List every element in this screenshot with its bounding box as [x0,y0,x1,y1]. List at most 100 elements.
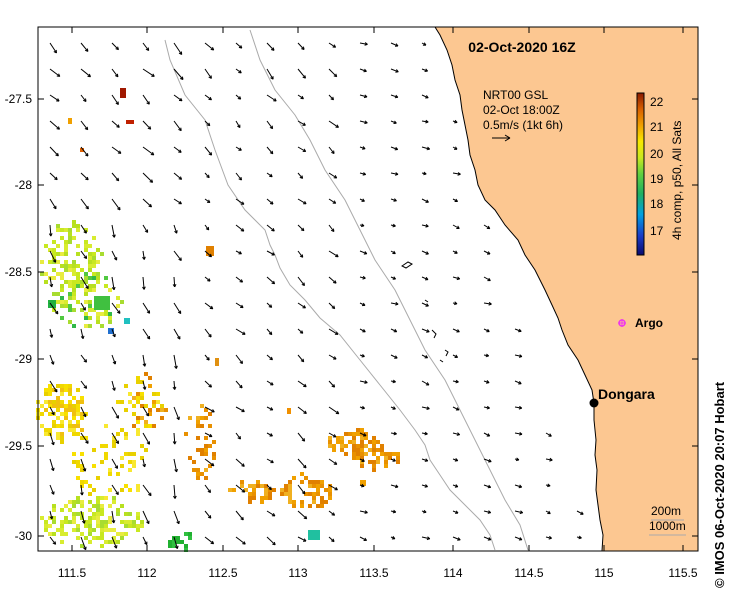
current-vector [172,276,177,288]
current-vector [421,198,429,203]
colorbar: 17 18 19 20 21 22 4h comp, p50, All Sats [636,92,684,256]
sst-pixel [92,448,96,452]
current-vector [452,146,458,150]
sst-pixel [56,400,60,404]
sst-pixel [108,312,112,316]
current-vector [142,172,154,183]
sst-pixel [84,272,88,276]
current-vector [266,302,273,308]
x-tick-label: 115.5 [668,566,697,580]
sst-pixel [40,404,44,408]
current-vector [80,432,89,444]
x-tick-label: 111.5 [58,566,87,580]
sst-pixel [136,396,140,400]
sst-pixel [72,424,76,428]
current-vector [111,354,117,365]
sst-pixel [368,448,372,452]
sst-pixel [92,276,96,280]
sst-pixel [152,400,156,404]
current-vector [421,276,429,281]
sst-pixel [316,492,320,496]
sst-pixel [72,500,76,504]
current-vectors [48,42,584,551]
sst-pixel [360,440,364,444]
sst-pixel [68,268,72,272]
sst-pixel [140,392,144,396]
sst-pixel [288,488,292,492]
bathymetry-1000m-contour [249,29,529,551]
current-vector [204,68,212,79]
current-vector [173,94,183,102]
sst-pixel [312,492,316,496]
sst-pixel [72,416,76,420]
current-vector [204,42,215,51]
current-vector [173,224,178,234]
sst-pixel [68,408,72,412]
current-vector [297,432,306,442]
current-vector [266,510,276,517]
sst-pixel [72,272,76,276]
sst-pixel [126,120,134,124]
sst-pixel [104,444,108,448]
sst-pixel [132,460,136,464]
sst-pixel [136,512,140,516]
sst-pixel [196,476,200,480]
sst-pixel [308,530,320,540]
sst-pixel [40,272,44,276]
y-axis-labels: -27.5 -28 -28.5 -29 -29.5 -30 [5,92,33,543]
sst-pixel [40,516,44,520]
current-vector [545,483,551,488]
sst-pixel [60,316,64,320]
sst-pixel [60,276,64,280]
sst-pixel [100,324,104,328]
current-vector [328,432,337,438]
current-vector [390,120,397,124]
current-vector [421,146,431,151]
current-vector [452,119,458,124]
sst-pixel [60,296,64,300]
current-vector [328,146,335,155]
current-vector [297,302,306,309]
sst-pixel [268,488,272,492]
sst-pixel [64,516,68,520]
colorbar-tick: 17 [650,224,664,238]
sst-pixel [52,292,56,296]
sst-pixel [356,456,360,460]
current-vector [235,198,245,205]
sst-pixel [344,444,348,448]
sst-pixel [360,448,364,452]
current-vector [421,431,428,436]
sst-pixel [372,468,376,472]
sst-pixel [84,280,88,284]
sst-pixel [256,484,260,488]
sst-pixel [108,516,112,520]
current-vector [173,42,183,55]
sst-pixel [60,228,64,232]
sst-pixel [104,496,108,500]
sst-pixel [200,404,204,408]
sst-pixel [152,424,156,428]
current-vector [328,94,334,101]
sst-pixel [136,484,140,488]
sst-pixel [292,476,296,480]
sst-pixel [320,500,324,504]
sst-pixel [372,460,376,464]
land-mass [434,26,699,552]
sst-pixel [112,496,116,500]
sst-pixel [92,528,96,532]
colorbar-tick: 19 [650,172,664,186]
sst-pixel [260,496,264,500]
sst-pixel [56,224,60,228]
sst-pixel [204,468,208,472]
current-vector [452,458,459,462]
sst-pixel [80,308,84,312]
current-vector [297,458,307,469]
sst-pixel [340,436,344,440]
current-vector [266,198,274,205]
sst-pixel [92,252,96,256]
sst-pixel [312,500,316,504]
current-vector [483,276,491,282]
sst-pixel [68,428,72,432]
current-vector [80,302,86,311]
sst-pixel [64,300,68,304]
